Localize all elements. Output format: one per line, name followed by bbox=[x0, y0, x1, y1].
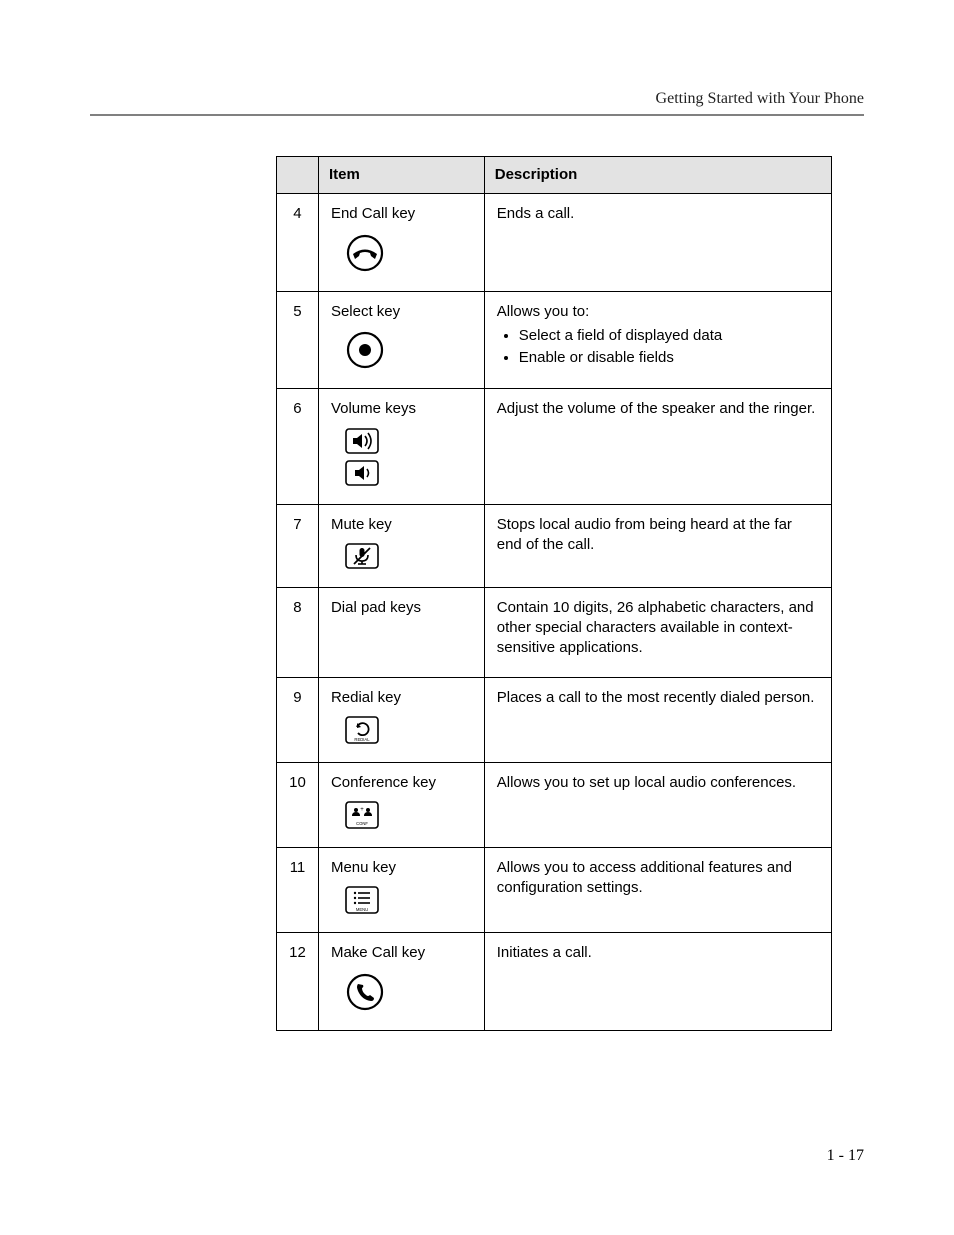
mute-icon bbox=[345, 543, 472, 569]
svg-text:CONF: CONF bbox=[356, 821, 368, 826]
table-row: 10 Conference key + CONF bbox=[277, 762, 832, 847]
desc-lead: Allows you to: bbox=[497, 303, 590, 320]
desc-bullet: Select a field of displayed data bbox=[519, 326, 819, 346]
item-label: Mute key bbox=[331, 515, 472, 535]
item-label: Menu key bbox=[331, 858, 472, 878]
volume-up-icon bbox=[345, 428, 379, 454]
svg-text:MENU: MENU bbox=[356, 907, 368, 912]
row-number: 11 bbox=[277, 848, 319, 933]
row-number: 9 bbox=[277, 677, 319, 762]
desc-bullet: Enable or disable fields bbox=[519, 348, 819, 368]
row-item: Volume keys bbox=[318, 389, 484, 504]
row-number: 8 bbox=[277, 587, 319, 677]
col-header-blank bbox=[277, 157, 319, 194]
item-label: Make Call key bbox=[331, 943, 472, 963]
row-item: Mute key bbox=[318, 504, 484, 587]
row-item: Select key bbox=[318, 291, 484, 389]
col-header-description: Description bbox=[484, 157, 831, 194]
table-row: 4 End Call key Ends a call. bbox=[277, 194, 832, 291]
item-label: Redial key bbox=[331, 688, 472, 708]
row-description: Stops local audio from being heard at th… bbox=[484, 504, 831, 587]
key-description-table: Item Description 4 End Call key Ends a bbox=[276, 156, 832, 1031]
row-description: Allows you to access additional features… bbox=[484, 848, 831, 933]
select-icon bbox=[345, 330, 472, 370]
row-description: Allows you to set up local audio confere… bbox=[484, 762, 831, 847]
item-label: Dial pad keys bbox=[331, 598, 472, 618]
item-label: Volume keys bbox=[331, 399, 472, 419]
redial-icon: REDIAL bbox=[345, 716, 472, 744]
row-number: 4 bbox=[277, 194, 319, 291]
row-item: Conference key + CONF bbox=[318, 762, 484, 847]
row-description: Allows you to: Select a field of display… bbox=[484, 291, 831, 389]
row-item: Make Call key bbox=[318, 933, 484, 1030]
table-row: 7 Mute key Stops local aud bbox=[277, 504, 832, 587]
row-item: Redial key REDIAL bbox=[318, 677, 484, 762]
menu-icon: MENU bbox=[345, 886, 472, 914]
row-number: 5 bbox=[277, 291, 319, 389]
row-description: Ends a call. bbox=[484, 194, 831, 291]
row-item: Dial pad keys bbox=[318, 587, 484, 677]
make-call-icon bbox=[345, 972, 472, 1012]
volume-icons bbox=[345, 428, 472, 486]
end-call-icon bbox=[345, 233, 472, 273]
row-item: Menu key MENU bbox=[318, 848, 484, 933]
row-number: 12 bbox=[277, 933, 319, 1030]
row-number: 7 bbox=[277, 504, 319, 587]
row-description: Places a call to the most recently diale… bbox=[484, 677, 831, 762]
col-header-item: Item bbox=[318, 157, 484, 194]
table-row: 12 Make Call key Initiates a call. bbox=[277, 933, 832, 1030]
table-row: 6 Volume keys bbox=[277, 389, 832, 504]
desc-bullets: Select a field of displayed data Enable … bbox=[497, 326, 819, 369]
table-row: 5 Select key Allows you to: Select a fie… bbox=[277, 291, 832, 389]
item-label: Select key bbox=[331, 302, 472, 322]
svg-text:+: + bbox=[360, 807, 364, 813]
row-description: Adjust the volume of the speaker and the… bbox=[484, 389, 831, 504]
conference-icon: + CONF bbox=[345, 801, 472, 829]
row-description: Contain 10 digits, 26 alphabetic charact… bbox=[484, 587, 831, 677]
svg-text:REDIAL: REDIAL bbox=[354, 737, 370, 742]
page: Getting Started with Your Phone Item Des… bbox=[0, 0, 954, 1235]
row-description: Initiates a call. bbox=[484, 933, 831, 1030]
header-rule bbox=[90, 114, 864, 116]
row-item: End Call key bbox=[318, 194, 484, 291]
row-number: 10 bbox=[277, 762, 319, 847]
item-label: End Call key bbox=[331, 204, 472, 224]
running-head: Getting Started with Your Phone bbox=[90, 90, 864, 108]
table-row: 8 Dial pad keys Contain 10 digits, 26 al… bbox=[277, 587, 832, 677]
volume-down-icon bbox=[345, 460, 379, 486]
page-number: 1 - 17 bbox=[827, 1147, 864, 1165]
table-row: 11 Menu key MENU Allows you to access ad… bbox=[277, 848, 832, 933]
table-row: 9 Redial key REDIAL Places a call to the… bbox=[277, 677, 832, 762]
item-label: Conference key bbox=[331, 773, 472, 793]
table-header-row: Item Description bbox=[277, 157, 832, 194]
row-number: 6 bbox=[277, 389, 319, 504]
